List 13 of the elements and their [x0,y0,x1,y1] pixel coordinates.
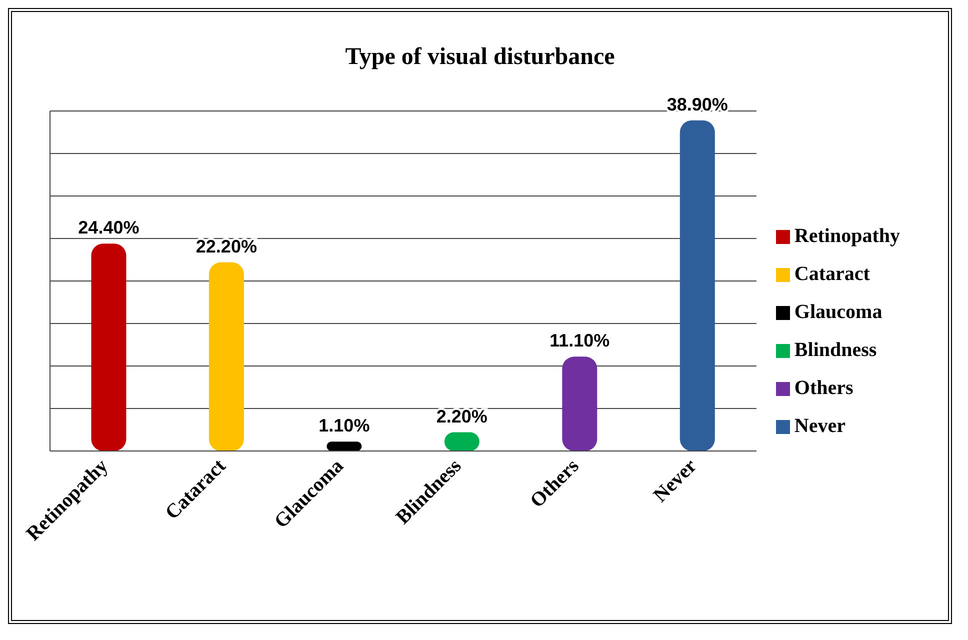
chart-title: Type of visual disturbance [344,44,616,71]
data-label: 38.90% [666,94,728,114]
legend-label: Cataract [794,263,870,285]
legend-label: Never [794,415,846,437]
legend-label: Retinopathy [794,225,900,247]
legend-label: Others [794,377,854,399]
data-label: 24.40% [78,218,140,238]
legend-label: Blindness [794,339,877,361]
legend-label: Glaucoma [794,301,882,323]
data-label: 22.20% [196,236,257,256]
data-label: 11.10% [550,330,610,351]
data-label: 1.10% [318,416,370,436]
data-label: 2.20% [436,406,488,426]
